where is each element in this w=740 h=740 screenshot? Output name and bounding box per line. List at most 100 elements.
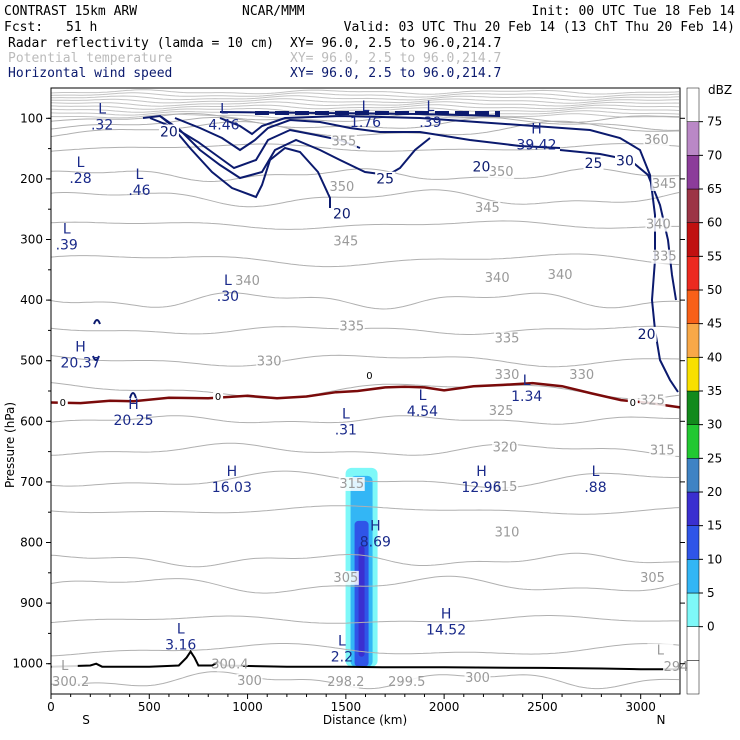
theta-label: 330 (569, 368, 594, 383)
hl-letter: L (338, 634, 346, 650)
hl-letter: L (362, 99, 370, 115)
colorbar-tick-label: 65 (707, 182, 722, 196)
theta-label: L (657, 644, 665, 659)
y-tick-label: 500 (20, 354, 43, 368)
theta-label-bg (216, 657, 243, 672)
hl-value: .32 (91, 117, 113, 133)
hl-value: 3.16 (165, 637, 196, 653)
field-1-xy: XY= 96.0, 2.5 to 96.0,214.7 (290, 36, 501, 51)
theta-contour-strato (50, 101, 680, 107)
hl-letter: L (592, 464, 600, 480)
colorbar-tick-label: 45 (707, 317, 722, 331)
theta-contour (50, 505, 680, 515)
theta-contour (50, 382, 680, 400)
y-tick-label: 800 (20, 536, 43, 550)
theta-label: 350 (329, 180, 354, 195)
theta-label: 340 (548, 268, 573, 283)
wind-label-bg (375, 171, 396, 187)
wind-label-bg (158, 124, 179, 140)
y-tick-label: 100 (20, 111, 43, 125)
hl-value: 4.46 (208, 117, 239, 133)
hl-letter: H (227, 464, 238, 480)
valid-time: Valid: 03 UTC Thu 20 Feb 14 (13 ChT Thu … (344, 20, 735, 35)
terrain-line (50, 649, 680, 671)
wind-contour-20b (149, 117, 361, 170)
field-3-xy: XY= 96.0, 2.5 to 96.0,214.7 (290, 66, 501, 81)
theta-contour (50, 615, 679, 624)
theta-label-bg (484, 270, 511, 285)
colorbar-swatch (686, 491, 700, 526)
theta-label-bg (639, 393, 666, 408)
theta-label-bg (568, 367, 595, 382)
theta-label: 300 (237, 674, 262, 689)
freezing-label-bg (627, 398, 638, 409)
hl-letter: L (63, 221, 71, 237)
hl-letter: H (476, 464, 487, 480)
theta-contour (50, 470, 680, 489)
hl-letter: L (98, 101, 106, 117)
x-tick-label: 1500 (331, 700, 362, 714)
colorbar-tick-label: 75 (707, 115, 722, 129)
theta-label-bg (651, 176, 678, 191)
theta-label-bg (234, 273, 261, 288)
freezing-label-bg (57, 398, 68, 409)
colorbar-swatch (686, 256, 700, 291)
center-title: NCAR/MMM (242, 4, 305, 19)
y-tick-label: 1000 (12, 657, 43, 671)
wind-label: 20 (473, 160, 491, 176)
theta-label-bg (645, 217, 672, 232)
theta-label: 305 (333, 571, 358, 586)
theta-label: 315 (493, 480, 518, 495)
x-tick-label: 0 (47, 700, 55, 714)
theta-label: 345 (652, 177, 677, 192)
theta-label: 320 (493, 441, 518, 456)
theta-label-bg (488, 404, 515, 419)
init-time: Init: 00 UTC Tue 18 Feb 14 (532, 4, 736, 19)
theta-contour-strato (50, 104, 680, 110)
theta-label-bg (492, 440, 519, 455)
north-label: N (657, 713, 666, 727)
theta-contour (50, 643, 680, 657)
fcst-label: Fcst: (4, 20, 43, 35)
hl-value: 8.69 (360, 534, 391, 550)
wind-contours (92, 111, 679, 399)
hl-letter: H (75, 340, 86, 356)
theta-contour (50, 220, 679, 230)
theta-contour (50, 325, 680, 335)
theta-label: 294 (664, 660, 689, 675)
theta-contour-strato (51, 95, 680, 101)
hl-value: .31 (335, 422, 357, 438)
contour-labels: 355 350 350 345 345 340 340 340 335 335 330 330 330 3… (51, 99, 690, 690)
theta-label-bg (643, 132, 670, 147)
theta-label: 310 (495, 525, 520, 540)
theta-label: 335 (339, 319, 364, 334)
theta-label-bg (464, 670, 491, 685)
theta-contour (50, 415, 679, 425)
theta-contour-strato (50, 98, 680, 104)
theta-contour (50, 253, 680, 268)
colorbar-swatch (686, 121, 700, 156)
theta-label-bg (236, 673, 263, 688)
theta-label: 355 (331, 135, 356, 150)
theta-label-bg (332, 570, 359, 585)
theta-label: 330 (257, 355, 282, 370)
wind-label-bg (583, 155, 604, 171)
y-tick-label: 600 (20, 414, 43, 428)
theta-contour (50, 167, 679, 183)
colorbar: 0 5 10 15 20 25 30 35 40 45 50 55 60 65 70 75 (686, 87, 722, 695)
hl-letter: L (224, 273, 232, 289)
colorbar-tick-label: 60 (707, 216, 722, 230)
theta-label: 300 (465, 671, 490, 686)
wind-contour-25 (159, 115, 431, 180)
hl-value: 12.96 (461, 480, 501, 496)
theta-label: 299.5 (388, 675, 425, 690)
freezing-label: 0 (60, 398, 66, 409)
y-tick-label: 200 (20, 172, 43, 186)
colorbar-swatch (686, 458, 700, 493)
theta-label: 305 (640, 571, 665, 586)
hl-letter: L (523, 373, 531, 389)
theta-label-bg (494, 331, 521, 346)
wind-label: 20 (160, 124, 178, 140)
